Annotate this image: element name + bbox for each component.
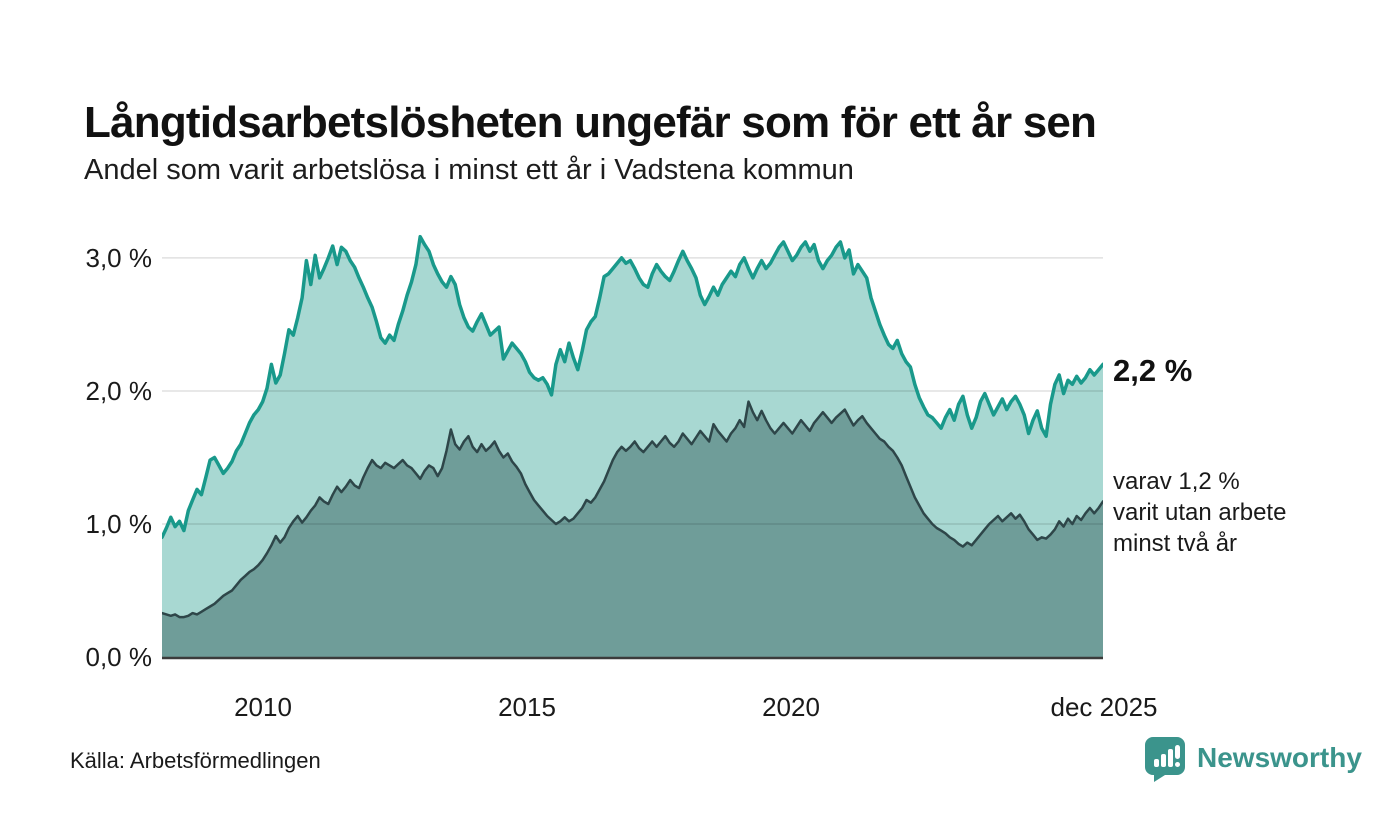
two-year-note-label: varav 1,2 % varit utan arbete minst två … xyxy=(1113,468,1287,557)
newsworthy-logo-icon xyxy=(1145,736,1186,788)
latest-value-label: 2,2 % xyxy=(1113,353,1193,388)
x-axis-tick-2010: 2010 xyxy=(234,692,292,722)
chart-title: Långtidsarbetslösheten ungefär som för e… xyxy=(84,98,1097,148)
x-axis-tick-dec-2025: dec 2025 xyxy=(1050,692,1158,722)
area-chart xyxy=(162,234,1103,660)
y-axis-tick-0: 0,0 % xyxy=(85,642,153,672)
source-caption: Källa: Arbetsförmedlingen xyxy=(70,748,321,773)
chart-subtitle: Andel som varit arbetslösa i minst ett å… xyxy=(84,154,854,186)
newsworthy-brand-name: Newsworthy xyxy=(1197,742,1362,773)
y-axis-tick-1: 1,0 % xyxy=(85,509,153,539)
y-axis-tick-2: 2,0 % xyxy=(85,376,153,406)
x-axis-tick-2020: 2020 xyxy=(762,692,820,722)
newsworthy-brand: Newsworthy xyxy=(1145,736,1362,788)
x-axis-tick-2015: 2015 xyxy=(498,692,556,722)
y-axis-tick-3: 3,0 % xyxy=(85,243,153,273)
